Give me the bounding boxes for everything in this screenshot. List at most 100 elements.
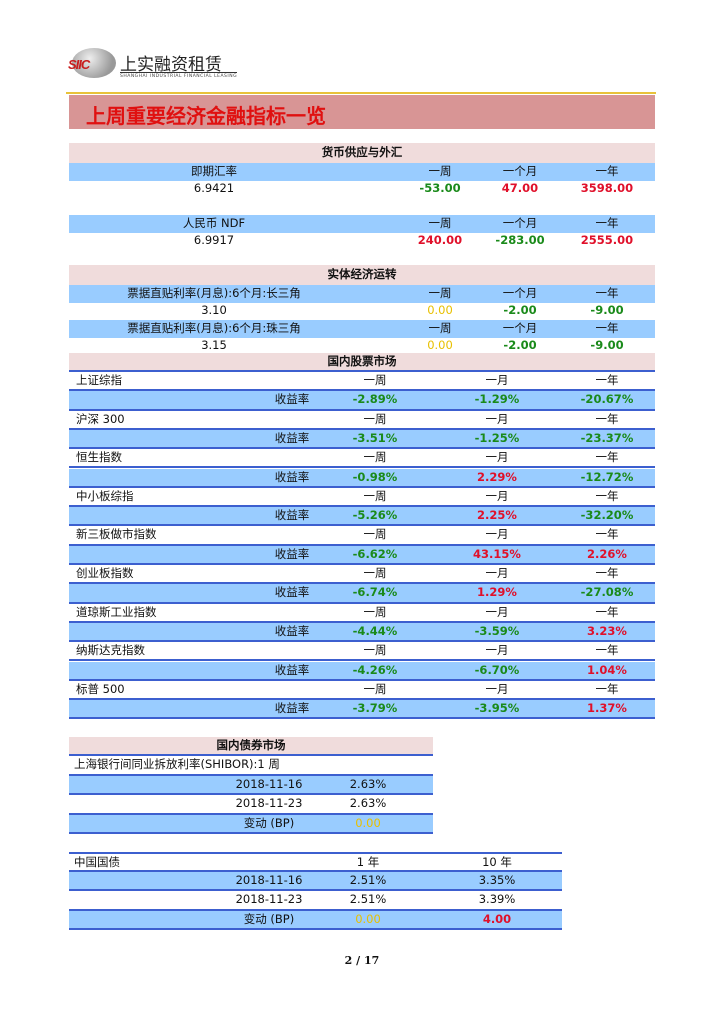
- shibor-change-row: 变动 (BP) 0.00: [69, 814, 433, 834]
- indicator-label: 即期汇率: [191, 164, 237, 178]
- yield-value: 2.51%: [349, 872, 387, 887]
- return-label: 收益率: [274, 546, 310, 561]
- change-value: 0.00: [427, 338, 453, 352]
- return-label: 收益率: [274, 392, 310, 407]
- period-label: 一周: [363, 681, 387, 696]
- return-value: -5.26%: [352, 508, 398, 523]
- tenor-label: 10 年: [482, 855, 512, 869]
- return-value: -27.08%: [580, 585, 634, 600]
- period-label: 一个月: [502, 321, 538, 335]
- return-value: -4.44%: [352, 623, 398, 638]
- return-value: 1.37%: [587, 701, 627, 716]
- return-value: 1.04%: [587, 662, 627, 677]
- date: 2018-11-23: [235, 892, 303, 906]
- change-value: 4.00: [482, 911, 512, 926]
- change-value: -2.00: [503, 338, 537, 352]
- section-title: 国内债券市场: [216, 738, 286, 752]
- return-value: -3.51%: [352, 430, 398, 445]
- logo-name: 上实融资租赁: [120, 55, 222, 75]
- indicator-value-row: 6.9421 -53.00 47.00 3598.00: [69, 181, 655, 198]
- return-label: 收益率: [274, 430, 310, 445]
- return-value: -6.74%: [352, 585, 398, 600]
- govt-change-row: 变动 (BP) 0.00 4.00: [69, 910, 562, 930]
- period-label: 一年: [595, 216, 619, 230]
- period-label: 一周: [363, 566, 387, 580]
- indicator-header-row: 人民币 NDF 一周 一个月 一年: [69, 215, 655, 233]
- period-label: 一年: [595, 604, 619, 619]
- change-value: -2.00: [503, 303, 537, 317]
- change-value: -9.00: [590, 338, 624, 352]
- return-label: 收益率: [274, 585, 310, 600]
- change-value: 0.00: [355, 911, 381, 926]
- period-label: 一周: [363, 488, 387, 503]
- stock-return-row: 收益率 -0.98% 2.29% -12.72%: [69, 468, 655, 488]
- date: 2018-11-16: [235, 776, 303, 791]
- change-value: 0.00: [355, 815, 381, 830]
- stock-return-row: 收益率 -3.79% -3.95% 1.37%: [69, 700, 655, 720]
- return-value: 2.29%: [477, 469, 517, 484]
- return-value: -6.62%: [352, 546, 398, 561]
- stock-return-row: 收益率 -6.62% 43.15% 2.26%: [69, 545, 655, 565]
- indicator-value-row: 3.10 0.00 -2.00 -9.00: [69, 303, 655, 320]
- page-number: 2 / 17: [344, 954, 380, 967]
- period-label: 一月: [485, 566, 509, 580]
- period-label: 一周: [363, 527, 387, 542]
- section-header: 实体经济运转: [69, 265, 655, 285]
- indicator-value: 3.15: [201, 338, 227, 352]
- section-header: 货币供应与外汇: [69, 143, 655, 163]
- indicator-label: 票据直贴利率(月息):6个月:长三角: [127, 286, 301, 300]
- stock-name: 创业板指数: [76, 566, 134, 580]
- return-value: 2.26%: [587, 546, 627, 561]
- return-value: -1.29%: [474, 392, 520, 407]
- period-label: 一周: [428, 321, 452, 335]
- indicator-header-row: 票据直贴利率(月息):6个月:长三角 一周 一个月 一年: [69, 285, 655, 303]
- return-label: 收益率: [274, 623, 310, 638]
- change-label: 变动 (BP): [243, 815, 295, 830]
- period-label: 一月: [485, 527, 509, 542]
- title-band: [69, 95, 655, 129]
- return-label: 收益率: [274, 662, 310, 677]
- section-title: 实体经济运转: [327, 267, 397, 281]
- return-value: -6.70%: [474, 662, 520, 677]
- period-label: 一周: [363, 643, 387, 658]
- change-value: -283.00: [495, 233, 545, 247]
- return-value: 3.23%: [587, 623, 627, 638]
- period-label: 一年: [595, 527, 619, 542]
- period-label: 一年: [595, 488, 619, 503]
- stock-name: 上证综指: [76, 373, 122, 387]
- stock-return-row: 收益率 -3.51% -1.25% -23.37%: [69, 429, 655, 450]
- return-label: 收益率: [274, 508, 310, 523]
- period-label: 一月: [485, 604, 509, 619]
- period-label: 一月: [485, 450, 509, 465]
- stock-name-row: 中小板综指 一周 一月 一年: [69, 488, 655, 508]
- rate-value: 2.63%: [349, 796, 387, 810]
- stock-name-row: 新三板做市指数 一周 一月 一年: [69, 526, 655, 546]
- change-value: -9.00: [590, 303, 624, 317]
- indicator-value: 6.9421: [193, 181, 235, 195]
- return-value: -1.25%: [474, 430, 520, 445]
- period-label: 一年: [595, 450, 619, 465]
- change-value: 47.00: [501, 181, 539, 195]
- period-label: 一个月: [502, 216, 538, 230]
- shibor-row: 2018-11-16 2.63%: [69, 775, 433, 795]
- change-value: 0.00: [427, 303, 453, 317]
- indicator-header-row: 票据直贴利率(月息):6个月:珠三角 一周 一个月 一年: [69, 320, 655, 338]
- indicator-header-row: 即期汇率 一周 一个月 一年: [69, 163, 655, 181]
- period-label: 一年: [595, 373, 619, 387]
- period-label: 一周: [428, 216, 452, 230]
- return-value: -0.98%: [352, 469, 398, 484]
- stock-name-row: 恒生指数 一周 一月 一年: [69, 449, 655, 469]
- return-value: 2.25%: [477, 508, 517, 523]
- period-label: 一月: [485, 643, 509, 658]
- yield-value: 2.51%: [349, 892, 387, 906]
- indicator-value: 6.9917: [193, 233, 235, 247]
- indicator-label: 人民币 NDF: [182, 216, 246, 230]
- stock-return-row: 收益率 -4.26% -6.70% 1.04%: [69, 661, 655, 681]
- section-title: 国内股票市场: [327, 354, 397, 368]
- period-label: 一周: [363, 411, 387, 426]
- period-label: 一周: [428, 164, 452, 178]
- period-label: 一个月: [502, 164, 538, 178]
- shibor-label: 上海银行间同业拆放利率(SHIBOR):1 周: [74, 757, 280, 771]
- logo-emblem: [72, 48, 116, 78]
- return-value: 1.29%: [477, 585, 517, 600]
